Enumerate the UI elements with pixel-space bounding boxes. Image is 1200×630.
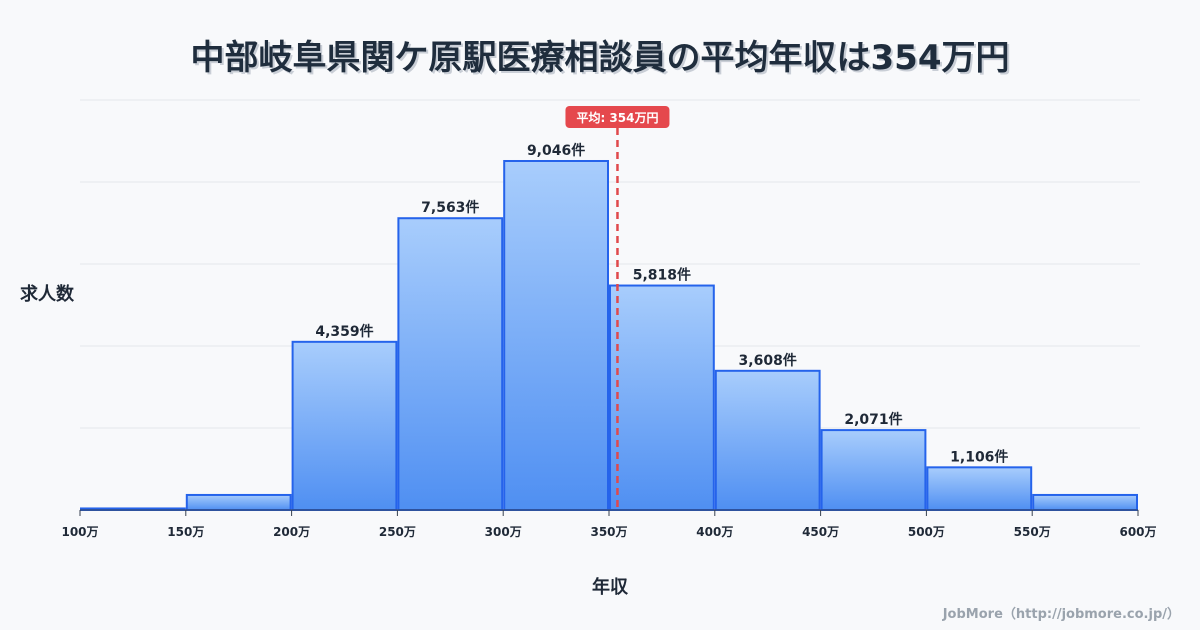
bar — [926, 466, 1033, 511]
data-label: 3,608件 — [739, 352, 797, 369]
bar — [291, 340, 398, 511]
bar — [820, 429, 927, 512]
tick-label: 500万 — [908, 525, 945, 539]
tick-label: 350万 — [590, 525, 627, 539]
tick-label: 100万 — [61, 525, 98, 539]
data-label: 5,818件 — [633, 267, 691, 284]
bar — [185, 493, 292, 512]
x-axis-label: 年収 — [592, 577, 628, 598]
bar — [714, 369, 821, 511]
tick-label: 300万 — [485, 525, 522, 539]
tick-label: 450万 — [802, 525, 839, 539]
data-label: 2,071件 — [844, 411, 902, 428]
mean-label: 平均: 354万円 — [576, 110, 658, 125]
y-axis-label: 求人数 — [20, 284, 74, 305]
bar — [609, 284, 715, 511]
tick-label: 400万 — [696, 525, 733, 539]
tick-label: 550万 — [1014, 525, 1051, 539]
data-label: 7,563件 — [421, 199, 479, 216]
chart-title: 中部岐阜県関ケ原駅医療相談員の平均年収は354万円 — [190, 38, 1010, 78]
tick-label: 150万 — [167, 525, 204, 539]
tick-label: 600万 — [1119, 525, 1156, 539]
bar — [503, 159, 610, 511]
footer-credit: JobMore（http://jobmore.co.jp/） — [942, 607, 1180, 622]
data-label: 1,106件 — [950, 448, 1008, 465]
data-label: 4,359件 — [315, 323, 373, 340]
tick-label: 250万 — [379, 525, 416, 539]
bar — [397, 217, 504, 511]
data-label: 9,046件 — [527, 142, 585, 159]
bar — [1032, 493, 1138, 512]
tick-label: 200万 — [273, 525, 310, 539]
mean-badge — [565, 106, 670, 128]
